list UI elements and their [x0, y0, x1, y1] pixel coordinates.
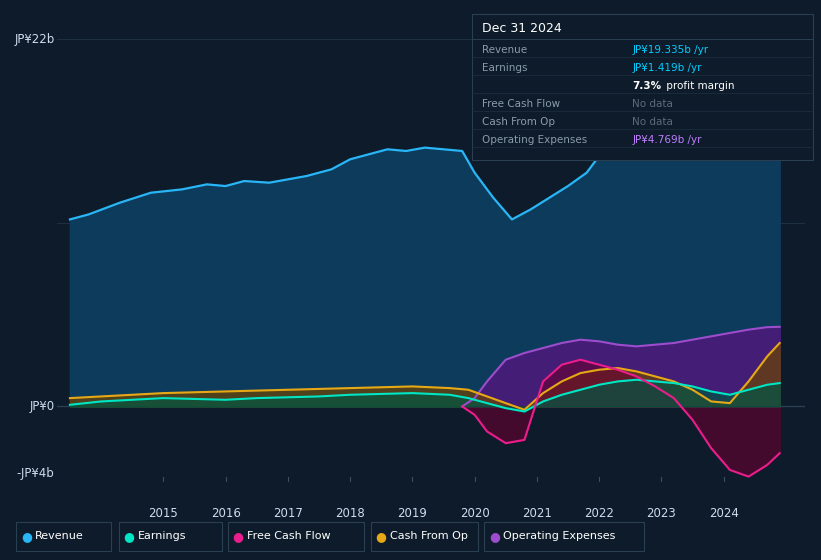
Text: Earnings: Earnings	[138, 531, 186, 542]
Text: 2016: 2016	[211, 507, 241, 520]
Text: Cash From Op: Cash From Op	[390, 531, 468, 542]
Text: 2020: 2020	[460, 507, 489, 520]
Text: Cash From Op: Cash From Op	[482, 116, 555, 127]
Text: 2023: 2023	[646, 507, 677, 520]
Text: Dec 31 2024: Dec 31 2024	[482, 22, 562, 35]
Text: ●: ●	[232, 530, 244, 543]
Text: Operating Expenses: Operating Expenses	[482, 134, 587, 144]
Text: JP¥22b: JP¥22b	[14, 32, 54, 45]
Text: ●: ●	[488, 530, 500, 543]
Text: 2024: 2024	[709, 507, 739, 520]
Text: Revenue: Revenue	[35, 531, 84, 542]
Text: No data: No data	[632, 116, 673, 127]
Text: Free Cash Flow: Free Cash Flow	[247, 531, 331, 542]
Text: 2021: 2021	[522, 507, 552, 520]
Text: No data: No data	[632, 99, 673, 109]
Text: 7.3%: 7.3%	[632, 81, 661, 91]
Text: ●: ●	[375, 530, 387, 543]
Text: 2017: 2017	[273, 507, 303, 520]
Text: 2018: 2018	[335, 507, 365, 520]
Text: 2022: 2022	[585, 507, 614, 520]
Text: profit margin: profit margin	[663, 81, 735, 91]
Text: Earnings: Earnings	[482, 63, 527, 73]
Text: Revenue: Revenue	[482, 45, 527, 55]
Text: Free Cash Flow: Free Cash Flow	[482, 99, 560, 109]
Text: JP¥4.769b /yr: JP¥4.769b /yr	[632, 134, 702, 144]
Text: ●: ●	[123, 530, 135, 543]
Text: ●: ●	[21, 530, 32, 543]
Text: JP¥0: JP¥0	[30, 400, 54, 413]
Text: Operating Expenses: Operating Expenses	[503, 531, 616, 542]
Text: JP¥19.335b /yr: JP¥19.335b /yr	[632, 45, 709, 55]
Text: 2019: 2019	[397, 507, 427, 520]
Text: JP¥1.419b /yr: JP¥1.419b /yr	[632, 63, 702, 73]
Text: 2015: 2015	[149, 507, 178, 520]
Text: -JP¥4b: -JP¥4b	[16, 466, 54, 480]
